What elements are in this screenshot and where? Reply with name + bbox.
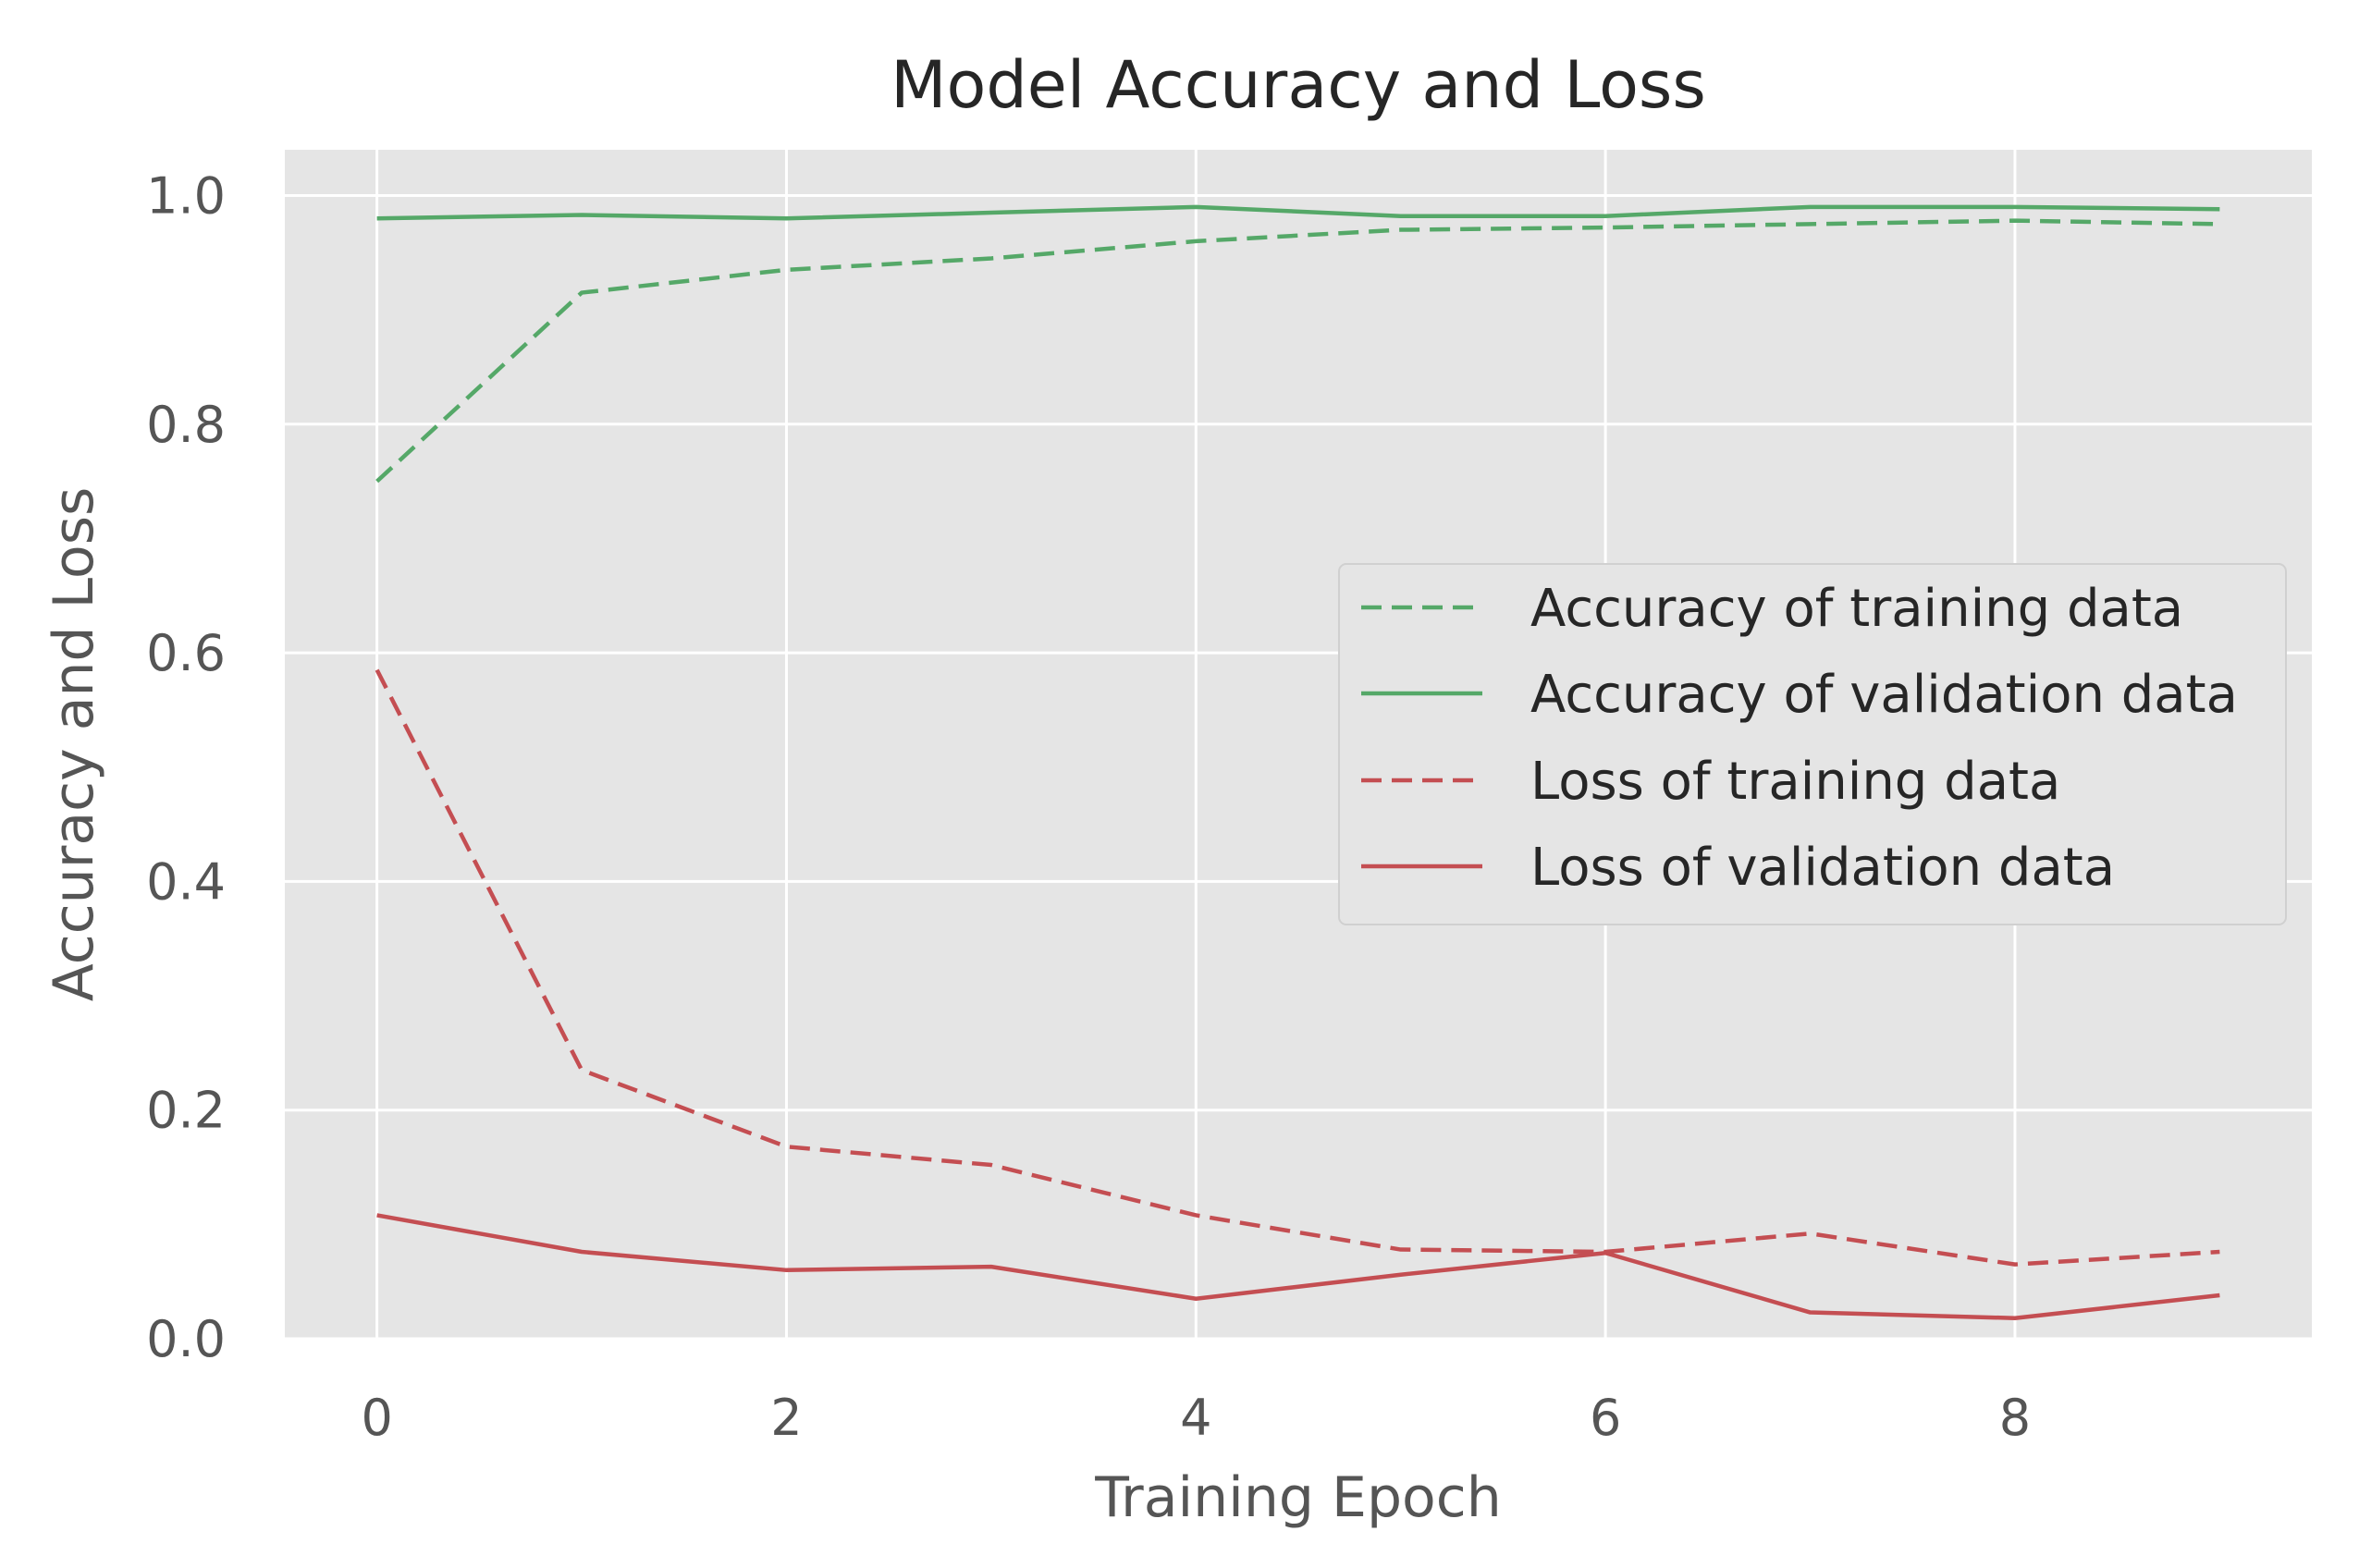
series-line-3 <box>375 668 2220 1267</box>
y-tick-label: 0.6 <box>146 624 226 682</box>
y-tick-label: 0.8 <box>146 396 226 454</box>
legend-label-2: Accuracy of validation data <box>1530 665 2238 725</box>
x-tick-label: 2 <box>770 1389 802 1447</box>
ticks: 0 2 4 6 8 0.0 0.2 0.4 0.6 0.8 1.0 <box>146 166 2031 1447</box>
x-tick-label: 6 <box>1590 1389 1621 1447</box>
x-tick-label: 8 <box>1999 1389 2031 1447</box>
series-line-1 <box>375 218 2220 484</box>
legend-box <box>1338 563 2287 925</box>
y-tick-label: 0.4 <box>146 852 226 911</box>
y-tick-label: 0.2 <box>146 1082 226 1140</box>
series-line-4 <box>376 1213 2220 1320</box>
x-tick-label: 0 <box>361 1389 392 1447</box>
x-axis-label: Training Epoch <box>1094 1465 1502 1530</box>
legend-label-1: Accuracy of training data <box>1530 579 2183 639</box>
series-layer <box>375 204 2220 1320</box>
legend-label-3: Loss of training data <box>1530 752 2060 812</box>
y-tick-label: 1.0 <box>146 166 226 225</box>
y-tick-label: 0.0 <box>146 1310 226 1368</box>
y-axis-label: Accuracy and Loss <box>42 487 106 1002</box>
legend-label-4: Loss of validation data <box>1530 838 2115 898</box>
legend: Accuracy of training data Accuracy of val… <box>1338 563 2287 925</box>
chart-title: Model Accuracy and Loss <box>891 47 1706 123</box>
series-line-2 <box>376 204 2220 221</box>
x-tick-label: 4 <box>1180 1389 1211 1447</box>
